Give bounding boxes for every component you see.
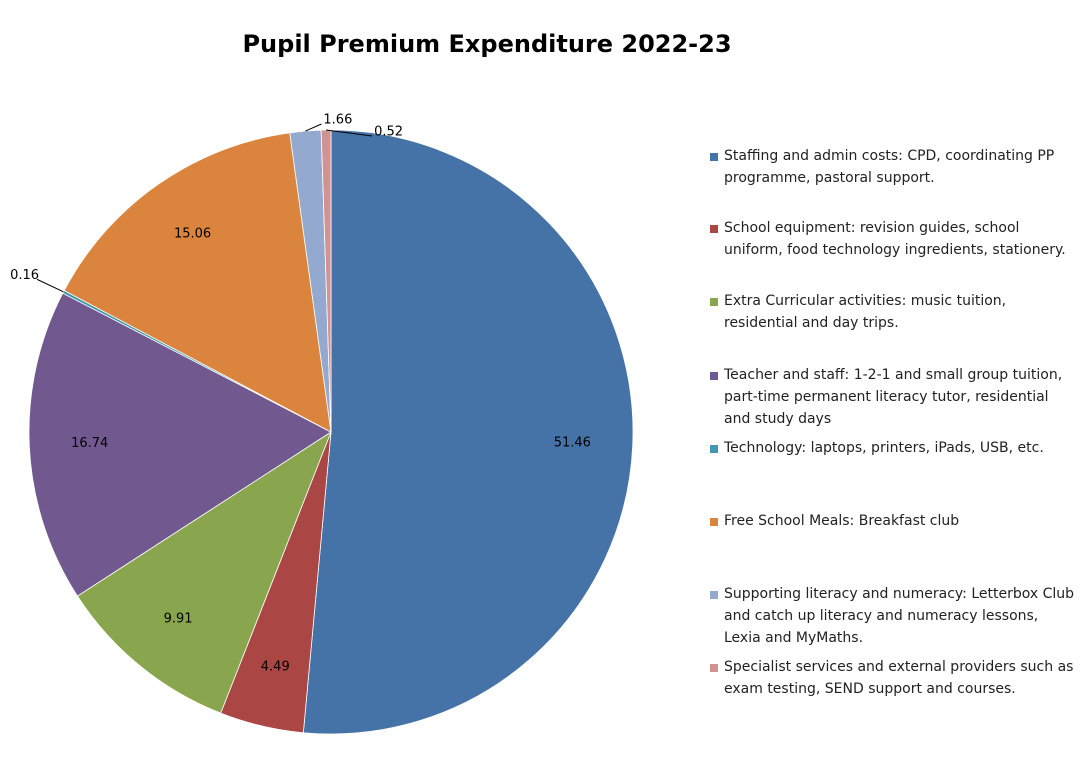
legend-swatch (710, 445, 718, 453)
leader-line (305, 123, 322, 132)
legend-label: School equipment: revision guides, schoo… (724, 220, 1066, 258)
legend-swatch (710, 664, 718, 672)
legend-swatch (710, 518, 718, 526)
legend-label: Extra Curricular activities: music tuiti… (724, 293, 1007, 331)
data-label: 1.66 (323, 113, 352, 128)
legend-swatch (710, 372, 718, 380)
leader-line (326, 129, 373, 137)
data-label: 4.49 (261, 660, 290, 675)
legend-label: Free School Meals: Breakfast club (724, 513, 960, 529)
legend-item: School equipment: revision guides, schoo… (708, 217, 1078, 261)
legend-item: Free School Meals: Breakfast club (708, 510, 1078, 532)
pie-slice (63, 132, 332, 433)
legend-swatch (710, 591, 718, 599)
legend-label: Technology: laptops, printers, iPads, US… (724, 440, 1044, 456)
legend-label: Specialist services and external provide… (724, 659, 1074, 697)
legend-item: Supporting literacy and numeracy: Letter… (708, 583, 1078, 649)
data-label: 51.46 (554, 436, 591, 451)
legend-label: Staffing and admin costs: CPD, coordinat… (724, 148, 1055, 186)
pie-slice (28, 292, 332, 597)
legend-item: Staffing and admin costs: CPD, coordinat… (708, 145, 1078, 189)
legend-label: Supporting literacy and numeracy: Letter… (724, 586, 1075, 646)
pie-slice (302, 129, 634, 735)
legend-item: Specialist services and external provide… (708, 656, 1078, 700)
data-label: 16.74 (71, 436, 108, 451)
data-label: 9.91 (164, 612, 193, 627)
legend-item: Technology: laptops, printers, iPads, US… (708, 437, 1078, 459)
legend-item: Teacher and staff: 1-2-1 and small group… (708, 364, 1078, 430)
legend-swatch (710, 298, 718, 306)
data-label: 0.16 (10, 268, 39, 283)
pie-slice (76, 430, 332, 714)
data-label: 0.52 (374, 125, 403, 140)
legend-label: Teacher and staff: 1-2-1 and small group… (724, 367, 1063, 427)
data-label: 15.06 (174, 226, 211, 241)
chart-title: Pupil Premium Expenditure 2022-23 (242, 30, 731, 58)
legend-swatch (710, 225, 718, 233)
legend-swatch (710, 153, 718, 161)
legend-item: Extra Curricular activities: music tuiti… (708, 290, 1078, 334)
leader-line (36, 278, 64, 293)
